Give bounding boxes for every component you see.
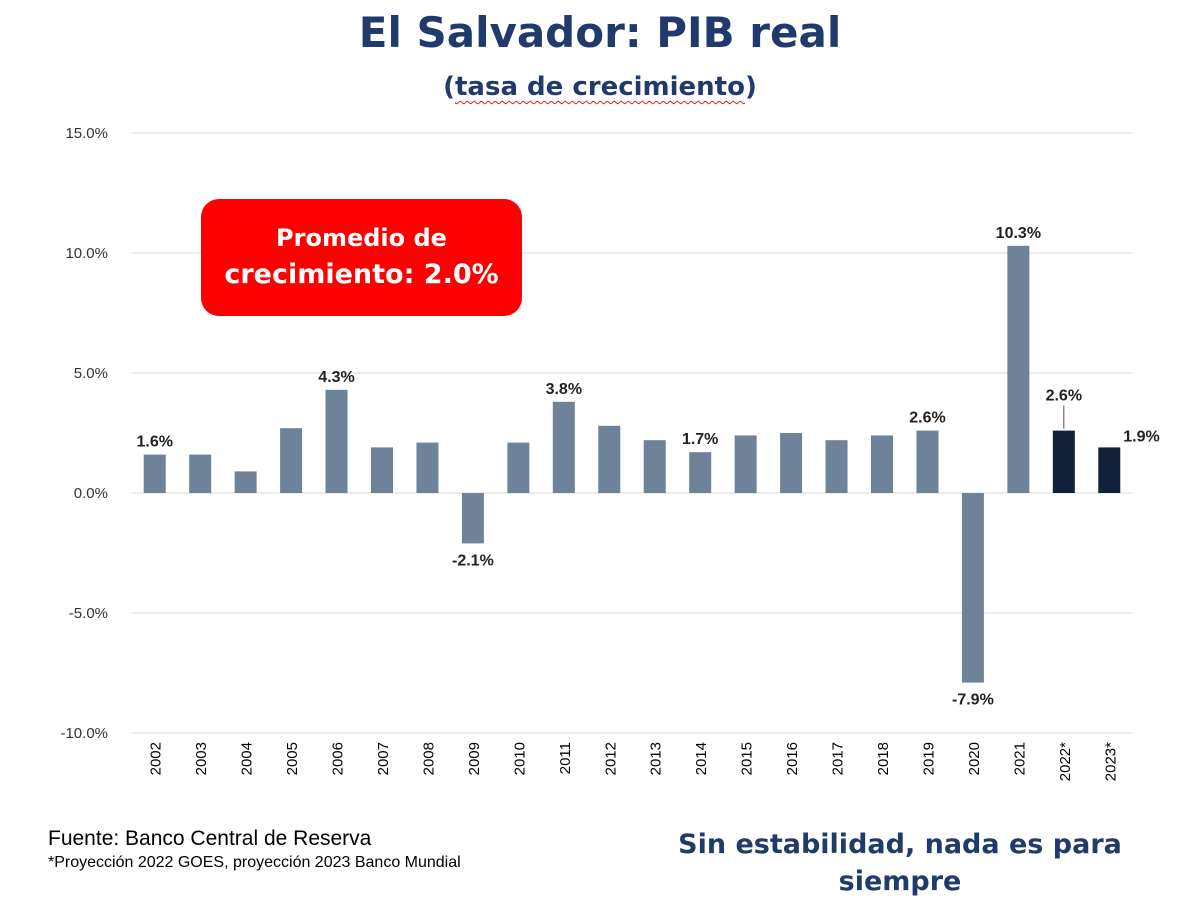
x-tick-label: 2015 — [739, 742, 756, 775]
x-tick-label: 2011 — [557, 742, 574, 774]
bar — [143, 454, 166, 493]
subtitle-text: tasa de crecimiento — [455, 72, 745, 102]
data-label: 1.6% — [136, 434, 172, 451]
source-note: Fuente: Banco Central de Reserva *Proyec… — [48, 826, 461, 874]
x-tick-label: 2019 — [920, 742, 937, 775]
x-tick-label: 2018 — [875, 742, 892, 775]
bar — [916, 430, 939, 493]
projection-note: *Proyección 2022 GOES, proyección 2023 B… — [48, 854, 461, 871]
bar — [871, 435, 893, 493]
x-tick-label: 2004 — [239, 742, 256, 775]
source-line: Fuente: Banco Central de Reserva — [48, 827, 372, 850]
chart-subtitle: (tasa de crecimiento) — [0, 72, 1200, 102]
bar — [734, 435, 757, 493]
bar — [280, 428, 303, 493]
bar — [1052, 430, 1075, 493]
bar — [961, 493, 984, 683]
bar — [598, 425, 621, 493]
data-label: 2.6% — [1046, 388, 1082, 405]
callout-line-2: crecimiento: 2.0% — [224, 258, 499, 290]
data-label: 1.7% — [682, 431, 718, 448]
bar — [825, 440, 848, 493]
chart-title: El Salvador: PIB real — [358, 8, 842, 57]
bar — [1098, 447, 1121, 493]
callout-line-1: Promedio de — [276, 223, 447, 252]
x-tick-label: 2010 — [511, 742, 528, 775]
x-tick-label: 2022* — [1057, 742, 1074, 781]
data-label: -7.9% — [952, 692, 994, 709]
bar — [234, 471, 257, 493]
bar — [416, 442, 439, 493]
data-label: 2.6% — [909, 410, 945, 427]
average-growth-callout: Promedio de crecimiento: 2.0% — [201, 199, 522, 316]
x-tick-label: 2020 — [966, 742, 983, 775]
y-tick-label: 5.0% — [74, 365, 108, 382]
x-tick-label: 2016 — [784, 742, 801, 775]
x-tick-label: 2014 — [693, 742, 710, 775]
slogan-line-1: Sin estabilidad, nada es para — [678, 829, 1122, 860]
x-tick-label: 2003 — [193, 742, 210, 775]
y-tick-label: -5.0% — [69, 605, 108, 622]
data-label: 10.3% — [996, 225, 1041, 242]
data-label: 4.3% — [318, 369, 354, 386]
bar — [325, 389, 348, 493]
slogan-line-2: siempre — [838, 866, 962, 897]
x-tick-label: 2021 — [1011, 742, 1028, 775]
bar — [689, 452, 712, 493]
gdp-growth-chart: 15.0% 10.0% 5.0% 0.0% -5.0% -10.0% 2002 1.6% 200… — [60, 125, 1159, 781]
y-tick-label: 15.0% — [65, 125, 108, 142]
x-tick-label: 2017 — [830, 742, 847, 775]
y-tick-label: 0.0% — [74, 485, 108, 502]
x-tick-label: 2012 — [602, 742, 619, 775]
data-label: 3.8% — [546, 381, 582, 398]
x-tick-label: 2006 — [330, 742, 347, 775]
x-tick-label: 2005 — [284, 742, 301, 775]
x-tick-label: 2008 — [420, 742, 437, 775]
bar — [552, 401, 575, 493]
x-tick-label: 2009 — [466, 742, 483, 775]
x-tick-label: 2007 — [375, 742, 392, 775]
bar — [371, 447, 393, 493]
data-label: 1.9% — [1123, 428, 1159, 445]
subtitle-open-paren: ( — [443, 72, 455, 102]
bar — [507, 442, 530, 493]
bar — [1007, 245, 1030, 493]
bar — [643, 440, 666, 493]
x-tick-label: 2013 — [648, 742, 665, 775]
bar — [780, 433, 803, 493]
y-tick-label: -10.0% — [60, 725, 108, 742]
bar — [189, 454, 212, 493]
y-tick-label: 10.0% — [65, 245, 108, 262]
slogan: Sin estabilidad, nada es para siempre — [640, 826, 1160, 900]
subtitle-close-paren: ) — [744, 72, 757, 102]
data-label: -2.1% — [452, 552, 494, 569]
bar — [461, 493, 484, 544]
x-tick-label: 2023* — [1102, 742, 1119, 781]
x-tick-label: 2002 — [148, 742, 165, 775]
